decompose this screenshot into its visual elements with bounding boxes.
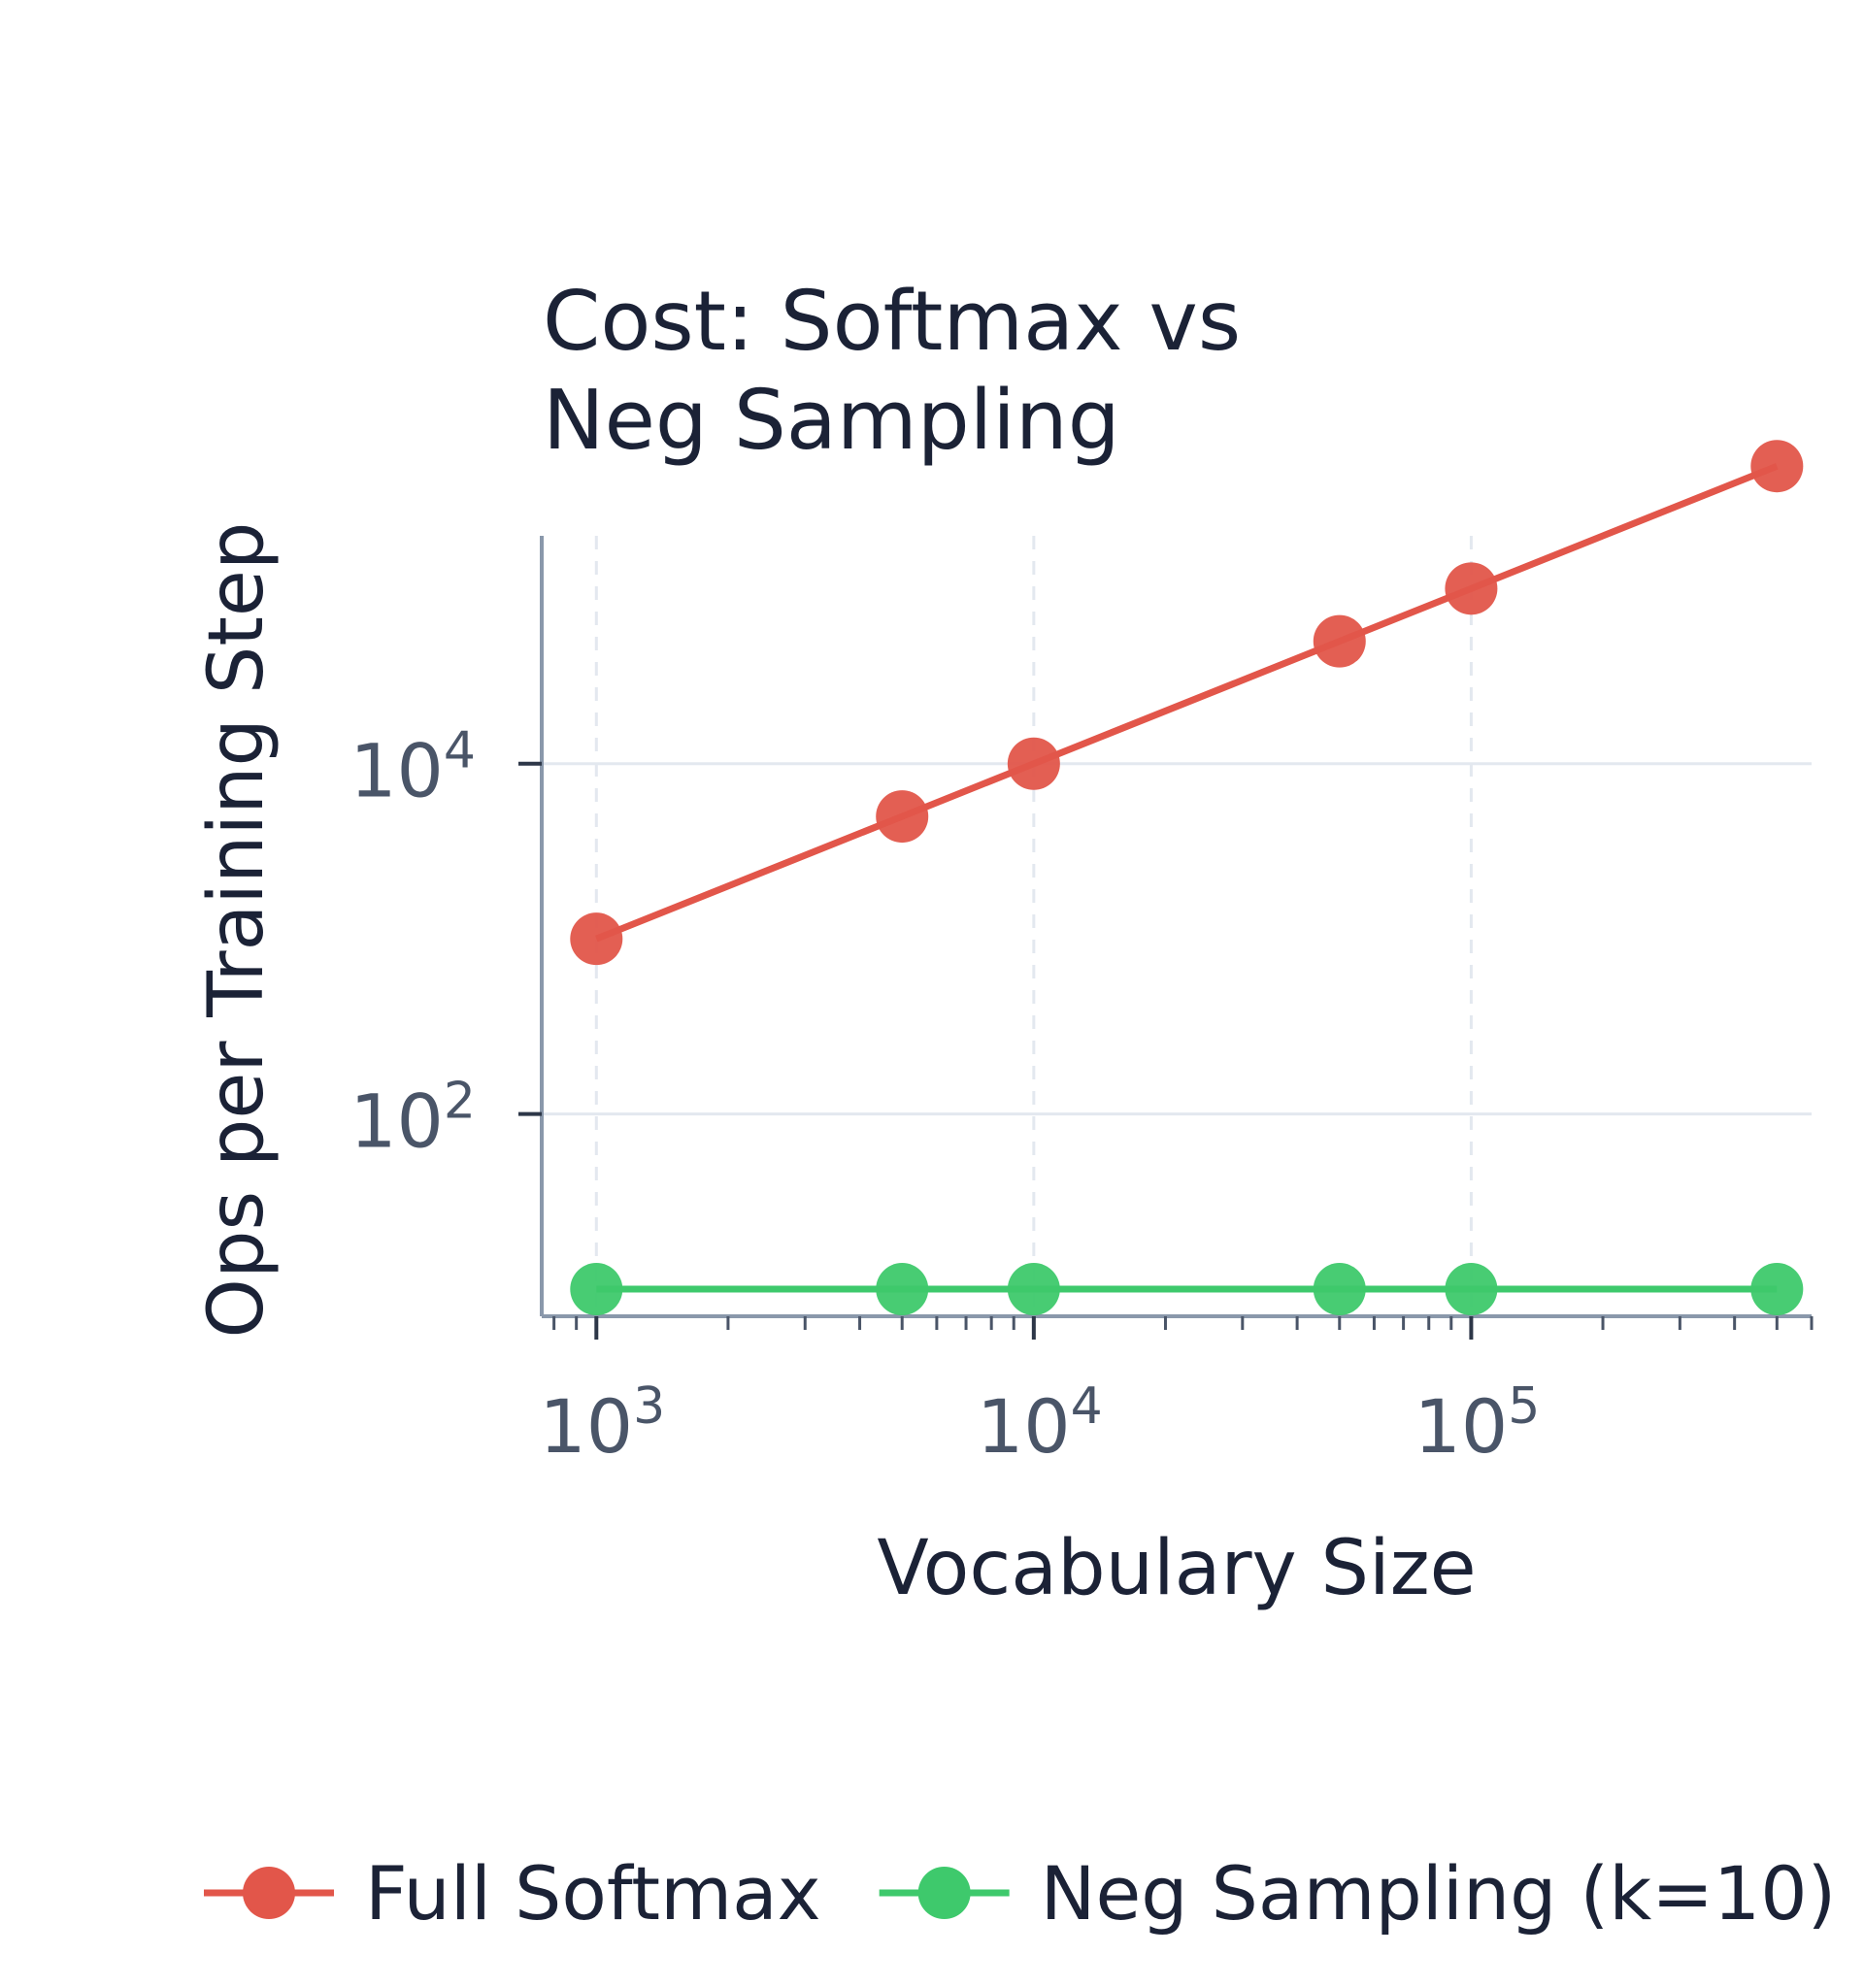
- legend-item-0: Full Softmax: [204, 1850, 821, 1937]
- y-axis-title: Ops per Training Step: [193, 522, 281, 1339]
- series-0-point-5: [1750, 440, 1804, 493]
- x-axis-title: Vocabulary Size: [877, 1525, 1476, 1612]
- series-1-point-4: [1445, 1263, 1498, 1316]
- series-0-point-1: [876, 790, 929, 844]
- tick-labels: 103 104 105 102 104: [350, 722, 1540, 1470]
- chart-title-line-1: Cost: Softmax vs: [543, 274, 1241, 370]
- y-tick-label-1: 104: [350, 722, 476, 814]
- x-tick-label-2: 105: [1414, 1377, 1540, 1470]
- series-1-point-5: [1750, 1263, 1804, 1316]
- series-1-point-1: [876, 1263, 929, 1316]
- series-0-point-2: [1007, 737, 1060, 790]
- series-0-point-0: [570, 912, 623, 966]
- series-line-0: [594, 462, 1779, 943]
- x-tick-label-1: 104: [977, 1377, 1103, 1470]
- chart-title: Cost: Softmax vs Neg Sampling: [543, 274, 1267, 469]
- grid: [542, 536, 1812, 1316]
- x-tick-label-0: 103: [539, 1377, 665, 1470]
- series-0-point-4: [1445, 562, 1498, 615]
- legend: Full Softmax Neg Sampling (k=10): [204, 1850, 1836, 1937]
- legend-label-0: Full Softmax: [365, 1850, 821, 1937]
- series-1-point-3: [1313, 1263, 1366, 1316]
- legend-marker-1: [917, 1867, 971, 1919]
- series-1-point-2: [1007, 1263, 1060, 1316]
- legend-item-1: Neg Sampling (k=10): [879, 1850, 1837, 1937]
- legend-marker-0: [243, 1867, 295, 1919]
- y-tick-label-0: 102: [350, 1073, 476, 1165]
- series-1-point-0: [570, 1263, 623, 1316]
- axes: [540, 536, 1812, 1318]
- series-0-point-3: [1313, 614, 1366, 668]
- tick-marks: [518, 761, 1814, 1340]
- chart-title-line-2: Neg Sampling: [543, 373, 1120, 469]
- legend-label-1: Neg Sampling (k=10): [1041, 1850, 1837, 1937]
- series-layer: [570, 440, 1804, 1316]
